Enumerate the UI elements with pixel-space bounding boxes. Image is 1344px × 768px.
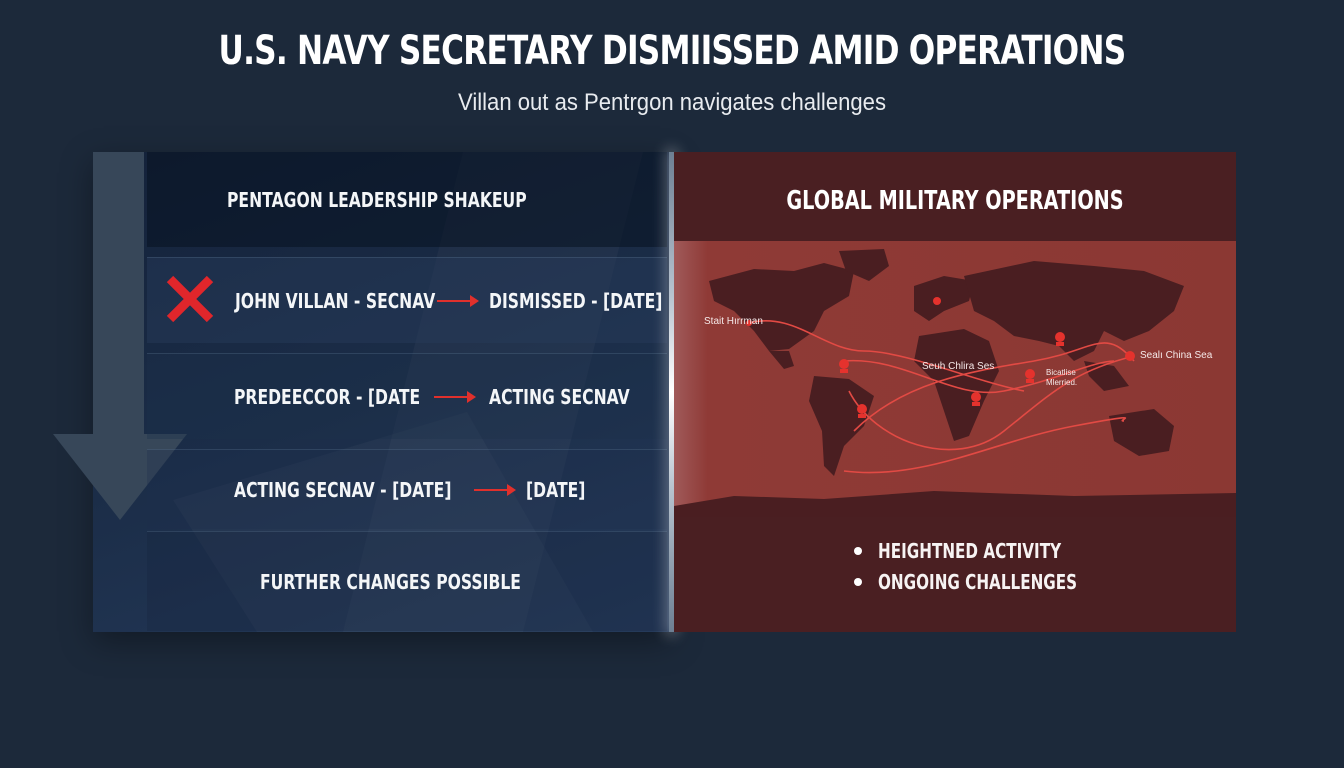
right-arrow-icon <box>437 295 479 307</box>
page-title: U.S. NAVY SECRETARY DISMIISSED AMID OPER… <box>218 28 1127 74</box>
panel-divider <box>669 152 674 632</box>
timeline-arrowhead-icon <box>53 434 187 520</box>
row-to: [DATE] <box>526 477 586 502</box>
bullet-dot-icon <box>854 546 862 555</box>
right-arrow-icon <box>474 484 516 496</box>
row-from: JOHN VILLAN - SECNAV <box>235 288 436 313</box>
bullet-text: ONGOING CHALLENGES <box>878 569 1078 594</box>
status-bullets: HEIGHTNED ACTIVITY ONGOING CHALLENGES <box>854 535 1140 597</box>
row-to: DISMISSED - [DATE] <box>489 288 663 313</box>
map-label-india-1: Bicatlise <box>1046 368 1076 377</box>
timeline-row: JOHN VILLAN - SECNAV DISMISSED - [DATE] <box>147 257 667 343</box>
map-label-india-2: Mlerried. <box>1046 378 1078 387</box>
world-map-graphic <box>674 249 1236 517</box>
operations-panel: GLOBAL MILITARY OPERATIONS <box>674 152 1236 632</box>
world-map: Stait Hırrman Seuh Chlira Ses Sealı Chin… <box>674 241 1236 517</box>
leadership-panel-title: PENTAGON LEADERSHIP SHAKEUP <box>227 187 527 212</box>
page-subtitle: Villan out as Pentrgon navigates challen… <box>457 89 887 116</box>
right-arrow-icon <box>434 391 476 403</box>
map-label-west: Stait Hırrman <box>704 316 763 327</box>
bullet-item: HEIGHTNED ACTIVITY <box>854 535 1140 566</box>
map-label-east: Sealı China Sea <box>1140 350 1213 361</box>
bullet-text: HEIGHTNED ACTIVITY <box>878 538 1062 563</box>
row-from: PREDEECCOR - [DATE <box>234 384 421 409</box>
timeline-row: ACTING SECNAV - [DATE] [DATE] <box>147 449 667 529</box>
map-label-middle: Seuh Chlira Ses <box>922 361 995 372</box>
x-mark-icon <box>166 275 214 323</box>
footer-note: FURTHER CHANGES POSSIBLE <box>260 569 521 594</box>
row-to: ACTING SECNAV <box>489 384 630 409</box>
bullet-dot-icon <box>854 577 862 586</box>
leadership-panel-header: PENTAGON LEADERSHIP SHAKEUP <box>147 152 667 247</box>
timeline-down-arrow-icon <box>93 152 144 435</box>
row-from: ACTING SECNAV - [DATE] <box>234 477 452 502</box>
bullet-item: ONGOING CHALLENGES <box>854 566 1140 597</box>
leadership-panel-footer: FURTHER CHANGES POSSIBLE <box>147 531 667 631</box>
operations-panel-title: GLOBAL MILITARY OPERATIONS <box>786 186 1124 216</box>
timeline-row: PREDEECCOR - [DATE ACTING SECNAV <box>147 353 667 439</box>
